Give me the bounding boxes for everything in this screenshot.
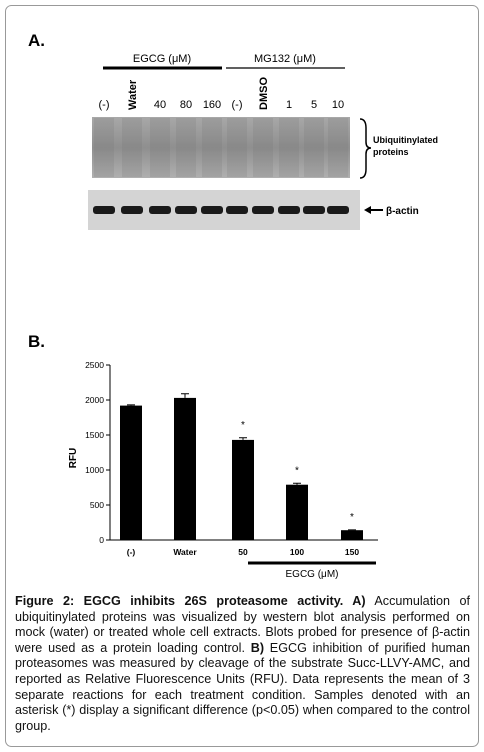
lane-smear (150, 118, 170, 177)
actin-band (327, 206, 349, 214)
lane-label: 10 (332, 99, 344, 111)
actin-band (252, 206, 274, 214)
lane-smear (279, 118, 299, 177)
brace (359, 118, 372, 179)
y-tick-label: 1000 (85, 465, 104, 475)
panel-a-label: A. (28, 31, 45, 50)
actin-band (175, 206, 197, 214)
caption-text: B) (250, 640, 265, 655)
actin-band (278, 206, 300, 214)
y-tick-label: 1500 (85, 430, 104, 440)
actin-band (149, 206, 171, 214)
actin-band (121, 206, 143, 214)
y-tick-label: 2500 (85, 360, 104, 370)
x-tick-label: (-) (127, 547, 136, 557)
lane-smear (122, 118, 142, 177)
significance-mark: * (241, 420, 245, 431)
actin-band (226, 206, 248, 214)
bar (286, 484, 308, 540)
x-tick-label: Water (173, 547, 197, 557)
group-label: EGCG (μM) (286, 569, 339, 580)
group-label: MG132 (μM) (254, 53, 316, 65)
y-tick-label: 0 (99, 535, 104, 545)
lane-label: 160 (203, 99, 221, 111)
x-tick-label: 100 (290, 547, 304, 557)
error-bar (181, 393, 189, 398)
lane-label: 40 (154, 99, 166, 111)
lane-smear (176, 118, 196, 177)
blot-label: proteins (373, 147, 409, 157)
group-label: EGCG (μM) (133, 53, 191, 65)
lane-smear (328, 118, 348, 177)
bar (232, 439, 254, 540)
x-tick-label: 150 (345, 547, 359, 557)
caption-text: EGCG inhibition of purified human protea… (15, 640, 470, 733)
panel-b-label: B. (28, 332, 45, 351)
arrow-head (364, 206, 371, 214)
frame (5, 5, 479, 747)
lane-smear (304, 118, 324, 177)
actin-band (93, 206, 115, 214)
lane-smear (202, 118, 222, 177)
lane-label: DMSO (258, 77, 270, 110)
lane-label: (-) (232, 99, 243, 111)
bar (120, 405, 142, 540)
error-bar (127, 404, 135, 406)
y-axis-label: RFU (68, 448, 79, 469)
caption-text: Figure 2: EGCG inhibits 26S proteasome a… (15, 594, 366, 608)
lane-smear (94, 118, 114, 177)
ubiquitin-blot (92, 117, 350, 178)
lane-smear (253, 118, 273, 177)
bar (341, 530, 363, 540)
lane-label: 1 (286, 99, 292, 111)
blot-label: β-actin (386, 206, 419, 217)
error-bar (293, 482, 301, 485)
caption-text: Accumulation of ubiquitinylated proteins… (15, 594, 470, 655)
y-tick-label: 500 (90, 500, 104, 510)
lane-label: 80 (180, 99, 192, 111)
y-tick-label: 2000 (85, 395, 104, 405)
lane-label: 5 (311, 99, 317, 111)
x-tick-label: 50 (238, 547, 248, 557)
lane-label: (-) (99, 99, 110, 111)
actin-band (303, 206, 325, 214)
actin-band (201, 206, 223, 214)
lane-smear (227, 118, 247, 177)
error-bar (239, 437, 247, 440)
caption: Figure 2: EGCG inhibits 26S proteasome a… (15, 594, 470, 734)
blot-label: Ubiquitinylated (373, 135, 438, 145)
lane-label: Water (127, 79, 139, 110)
bar (174, 397, 196, 540)
significance-mark: * (295, 465, 299, 476)
significance-mark: * (350, 512, 354, 523)
